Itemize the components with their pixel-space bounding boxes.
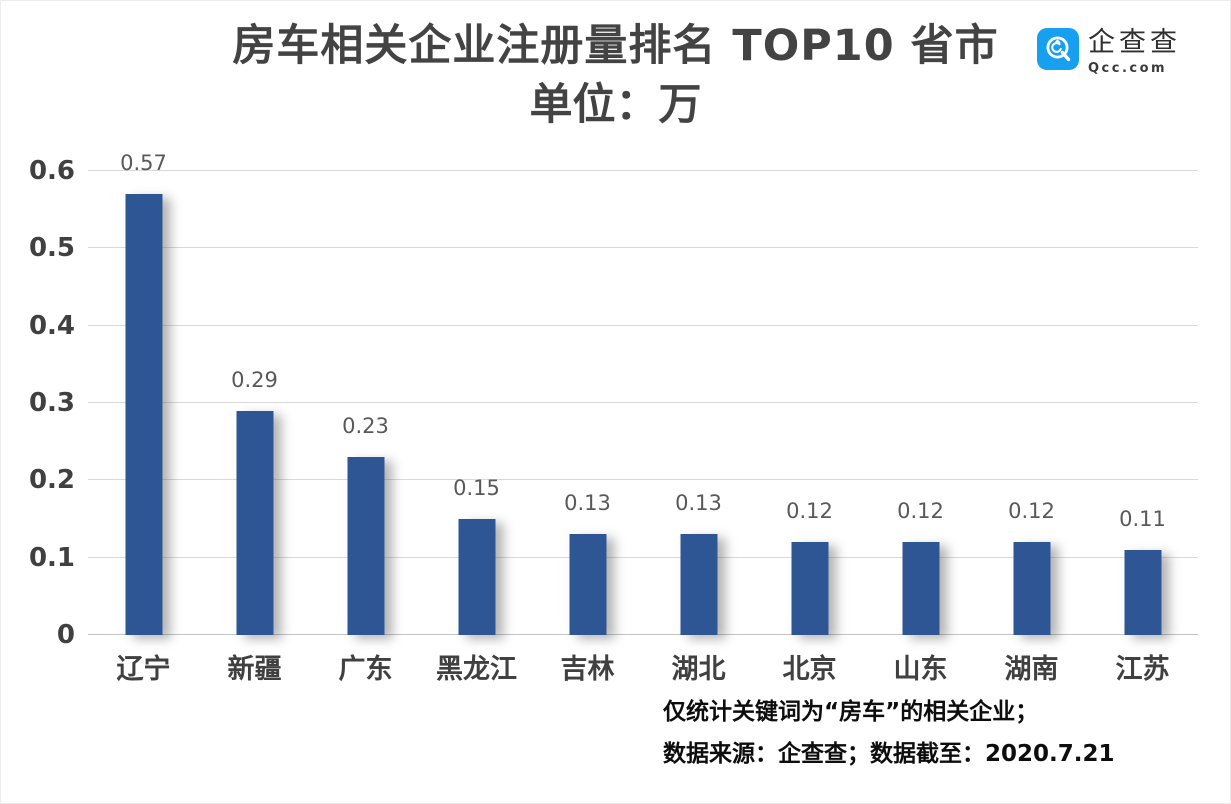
y-tick-label: 0.3	[28, 388, 75, 418]
gridline	[88, 402, 1198, 403]
bar	[125, 194, 162, 635]
x-tick-label: 湖南	[1004, 654, 1059, 685]
bar-value-label: 0.12	[1008, 499, 1055, 524]
title-block: 房车相关企业注册量排名 TOP10 省市 单位：万	[1, 15, 1230, 133]
gridline	[88, 479, 1198, 481]
x-tick-label: 湖北	[671, 654, 726, 685]
gridline	[88, 247, 1198, 249]
bar-value-label: 0.29	[231, 367, 278, 392]
y-tick-label: 0.1	[28, 542, 75, 573]
bar-value-label: 0.12	[786, 499, 833, 524]
bar	[680, 534, 717, 635]
x-tick-label: 山东	[893, 654, 948, 685]
bar-value-label: 0.15	[453, 476, 500, 500]
x-tick-label: 吉林	[560, 654, 615, 685]
y-tick-label: 0.4	[28, 310, 75, 341]
bar-column: 0.29 新疆	[199, 171, 310, 685]
bar-value-label: 0.11	[1119, 506, 1166, 531]
bar-column: 0.12 湖南	[976, 171, 1087, 685]
y-axis-labels: 0 0.1 0.2 0.3 0.4 0.5 0.6	[9, 158, 77, 648]
bar-column: 0.13 湖北	[643, 171, 754, 685]
x-tick-label: 新疆	[227, 654, 282, 685]
bar	[791, 542, 828, 635]
bar-value-label: 0.13	[675, 491, 722, 516]
x-tick-label: 广东	[338, 654, 393, 685]
bar	[902, 542, 939, 635]
bar-column: 0.11 江苏	[1087, 171, 1198, 685]
bar-value-label: 0.23	[342, 414, 389, 439]
footnote-line2: 数据来源：企查查；数据截至：2020.7.21	[663, 741, 1115, 767]
y-tick-label: 0.6	[28, 156, 75, 186]
bar	[1124, 549, 1161, 635]
y-tick-label: 0.2	[28, 465, 75, 496]
chart-subtitle: 单位：万	[529, 80, 702, 130]
x-tick-label: 江苏	[1115, 654, 1170, 685]
gridline	[88, 324, 1198, 326]
bar	[569, 534, 606, 635]
bar-column: 0.13 吉林	[532, 171, 643, 685]
x-axis-line	[88, 634, 1198, 635]
gridline	[88, 556, 1198, 558]
bar	[236, 410, 273, 635]
x-tick-label: 黑龙江	[436, 654, 517, 685]
grid-area	[88, 170, 1198, 635]
bar	[458, 519, 495, 635]
bar	[347, 457, 384, 635]
bar-column: 0.23 广东	[310, 171, 421, 685]
logo-domain: Qcc.com	[1088, 61, 1168, 76]
bar-value-label: 0.13	[564, 491, 611, 516]
bar-value-label: 0.57	[120, 151, 167, 176]
bars-area: 0.57 辽宁 0.29 新疆 0.23 广东 0.15 黑龙江 0.13 吉林 0.13 湖北 0.1…	[88, 153, 1198, 686]
footnote-line1: 仅统计关键词为“房车”的相关企业；	[663, 699, 1039, 725]
logo-name: 企查查	[1088, 27, 1181, 58]
footnotes: 仅统计关键词为“房车”的相关企业； 数据来源：企查查；数据截至：2020.7.2…	[663, 700, 1115, 766]
y-tick-label: 0.5	[28, 233, 75, 264]
bar-column: 0.15 黑龙江	[421, 171, 532, 686]
x-tick-label: 北京	[782, 654, 837, 685]
bar-column: 0.57 辽宁	[88, 153, 199, 685]
y-tick-label: 0	[56, 620, 75, 650]
bar-value-label: 0.12	[897, 499, 944, 524]
gridline	[88, 170, 1198, 171]
bar-column: 0.12 山东	[865, 171, 976, 685]
bar	[1013, 542, 1050, 635]
logo-text: 企查查 Qcc.com	[1088, 27, 1181, 77]
x-tick-label: 辽宁	[116, 654, 171, 685]
chart-title: 房车相关企业注册量排名 TOP10 省市	[232, 21, 999, 71]
qcc-logo: 企查查 Qcc.com	[1037, 28, 1181, 76]
qcc-logo-icon	[1037, 28, 1079, 70]
bar-column: 0.12 北京	[754, 171, 865, 685]
